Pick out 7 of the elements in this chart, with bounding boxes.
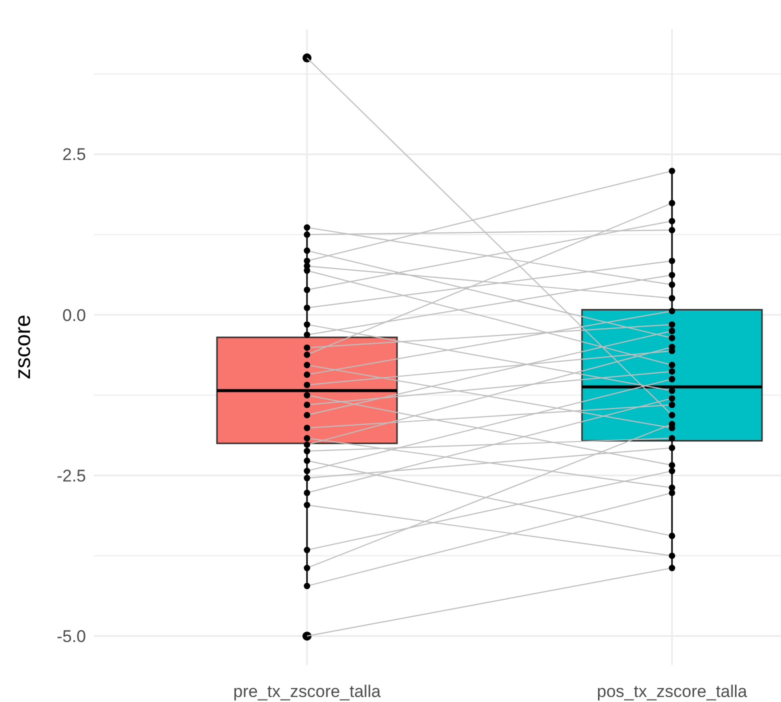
x-tick-label: pos_tx_zscore_talla — [596, 682, 748, 701]
x-tick-label: pre_tx_zscore_talla — [233, 682, 382, 701]
y-axis-title: zscore — [10, 314, 35, 380]
y-tick-label: 0.0 — [62, 306, 86, 325]
y-tick-label: -2.5 — [56, 466, 86, 486]
y-tick-label: -5.0 — [56, 627, 86, 646]
y-tick-label: 2.5 — [62, 145, 86, 164]
